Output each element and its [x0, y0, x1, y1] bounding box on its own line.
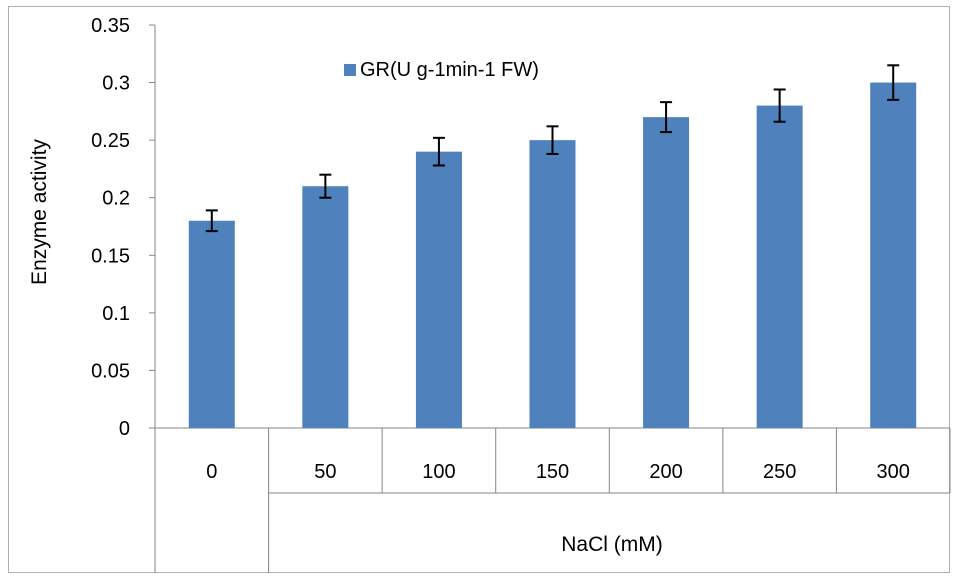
x-axis-title: NaCl (mM) — [561, 533, 662, 556]
y-tick-label: 0.15 — [91, 245, 130, 267]
bar — [302, 186, 349, 428]
y-tick-label: 0.35 — [91, 15, 130, 37]
bar — [643, 117, 690, 428]
bar — [870, 82, 917, 429]
bar — [415, 151, 462, 428]
y-tick-label: 0.1 — [102, 303, 130, 325]
axes — [149, 24, 951, 573]
x-tick-label: 0 — [206, 461, 217, 483]
bar — [756, 105, 803, 428]
y-tick-label: 0.05 — [91, 360, 130, 382]
bar — [188, 220, 235, 428]
x-tick-label: 50 — [314, 461, 336, 483]
x-tick-label: 250 — [763, 461, 796, 483]
bar — [529, 140, 576, 428]
x-tick-label: 100 — [422, 461, 455, 483]
y-tick-label: 0 — [119, 418, 130, 440]
legend: GR(U g-1min-1 FW) — [344, 59, 539, 81]
error-bars — [205, 64, 900, 233]
x-tick-label: 150 — [536, 461, 569, 483]
y-tick-label: 0.3 — [102, 73, 130, 95]
y-axis-title: Enzyme activity — [28, 139, 51, 285]
x-tick-label: 200 — [649, 461, 682, 483]
x-tick-label: 300 — [877, 461, 910, 483]
y-tick-label: 0.2 — [102, 188, 130, 210]
legend-label: GR(U g-1min-1 FW) — [360, 59, 539, 81]
tick-labels: 0 0.05 0.1 0.15 0.2 0.25 0.3 0.35 0 50 100 150 200 25… — [91, 15, 910, 483]
legend-swatch — [344, 64, 356, 76]
y-tick-label: 0.25 — [91, 130, 130, 152]
bars — [188, 82, 917, 429]
